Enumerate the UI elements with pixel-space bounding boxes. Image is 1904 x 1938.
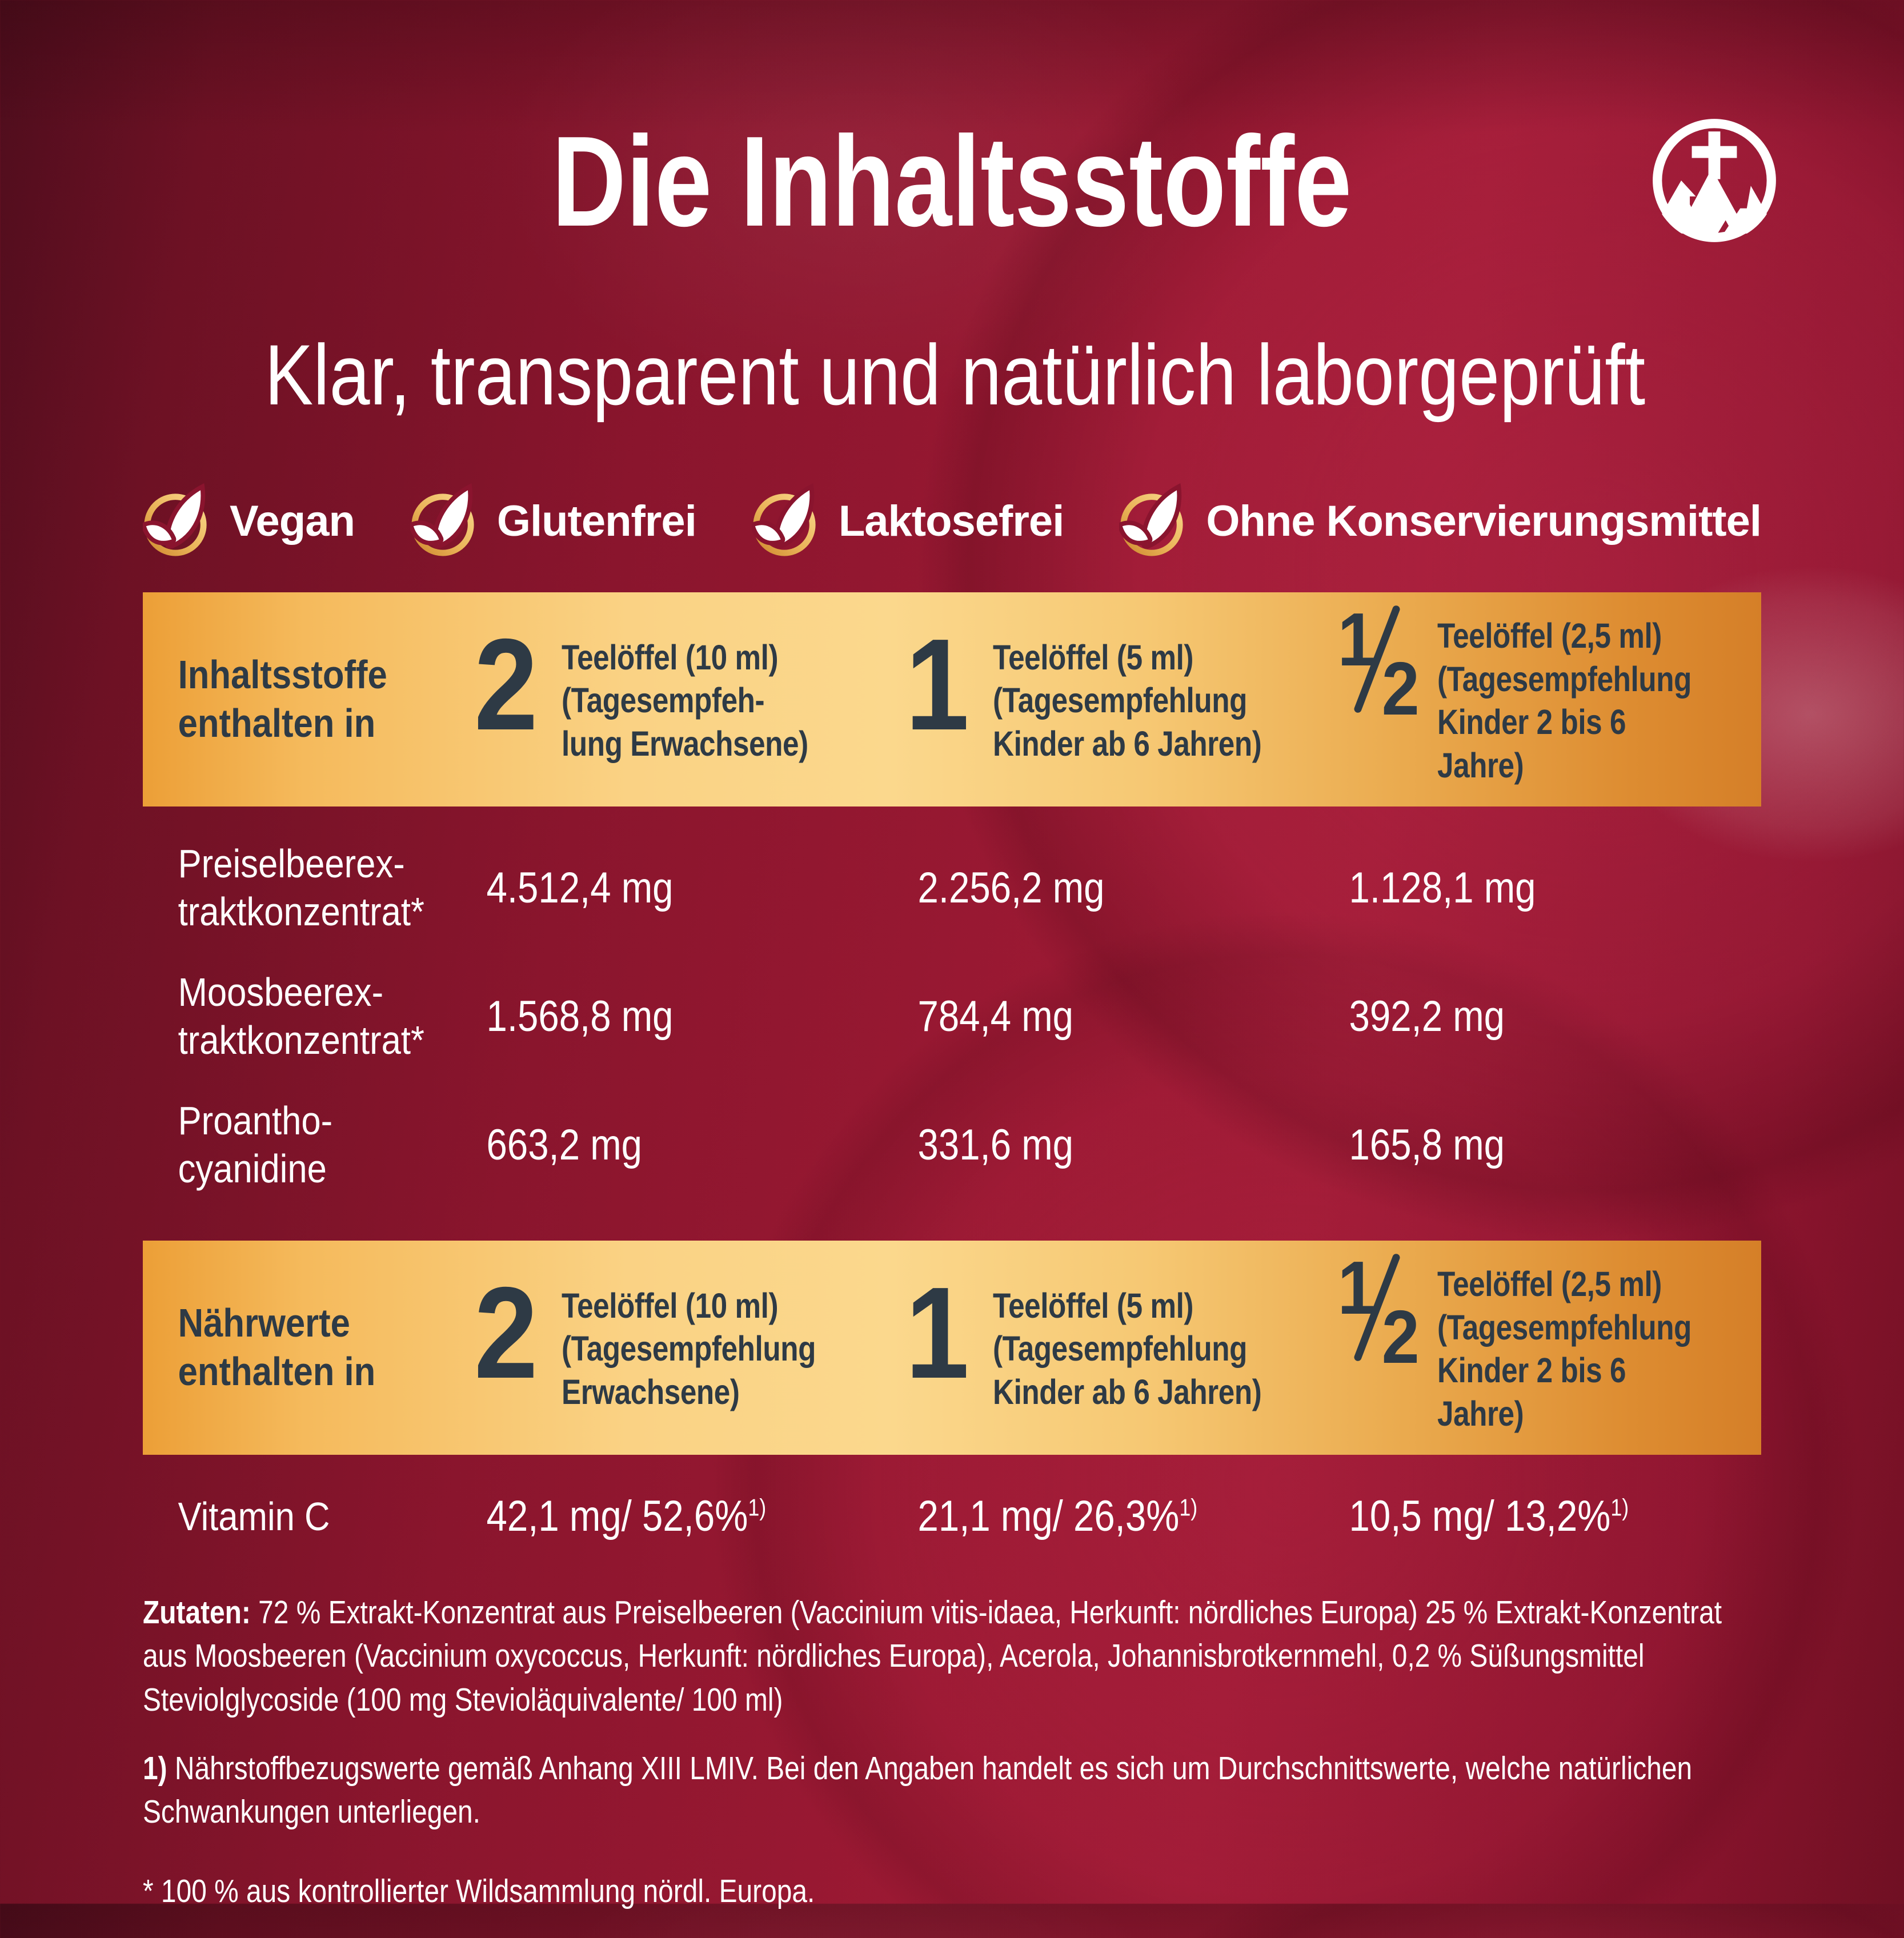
row-label: Preiselbeerex- traktkonzentrat* — [178, 841, 425, 934]
footnote-ref: 1) — [1610, 1494, 1629, 1521]
row-value: 1.568,8 mg — [486, 992, 674, 1041]
leaf-ring-icon — [751, 483, 816, 556]
feature-badges: Vegan Glutenfrei Laktosefrei — [143, 483, 1762, 559]
leaf-ring-icon — [1119, 483, 1183, 556]
page-subtitle: Klar, transparent und natürlich laborgep… — [143, 332, 1761, 418]
spoon-desc: Teelöffel (2,5 ml) (Tagesempfehlung Kind… — [1437, 1265, 1691, 1433]
footnote-1-text: Nährstoffbezugswerte gemäß Anhang XIII L… — [143, 1750, 1693, 1831]
row-value: 4.512,4 mg — [486, 863, 674, 912]
row-value: 21,1 mg/ 26,3%1) — [905, 1491, 1276, 1541]
footnote-1-label: 1) — [143, 1750, 167, 1787]
zutaten-label: Zutaten: — [143, 1594, 251, 1631]
badge-glutenfrei: Glutenfrei — [410, 483, 697, 559]
ingredients-header-col-kids6: 1 Teelöffel (5 ml) (Tagesempfehlung Kind… — [905, 612, 1337, 766]
table-row-preiselbeerextrakt: Preiselbeerex- traktkonzentrat* 4.512,4 … — [143, 824, 1761, 952]
table-row-moosbeerextrakt: Moosbeerex- traktkonzentrat* 1.568,8 mg … — [143, 952, 1761, 1081]
value-text: 21,1 mg/ 26,3% — [917, 1492, 1180, 1541]
spoon-count: 1 — [905, 1260, 969, 1406]
one-half-fraction: 1 2 — [1337, 602, 1422, 727]
zutaten-text: 72 % Extrakt-Konzentrat aus Preiselbeere… — [143, 1594, 1722, 1718]
spoon-count: 1 — [905, 612, 969, 757]
footnote-ref: 1) — [1179, 1494, 1198, 1521]
spoon-count: 2 — [474, 612, 538, 757]
leaf-ring-icon — [410, 483, 474, 556]
row-value: 784,4 mg — [917, 992, 1074, 1041]
fraction-denominator: 2 — [1381, 647, 1420, 731]
row-label: Moosbeerex- traktkonzentrat* — [178, 970, 425, 1063]
nutrition-header-col-adults: 2 Teelöffel (10 ml) (Tagesempfehlung Erw… — [474, 1260, 905, 1414]
fraction-denominator: 2 — [1381, 1295, 1420, 1379]
content-column: Die Inhaltsstoffe Klar, transparent und … — [143, 0, 1762, 1938]
table-row-vitamin-c: Vitamin C 42,1 mg/ 52,6%1) 21,1 mg/ 26,3… — [143, 1465, 1761, 1568]
mountain-cross-circle-icon — [1652, 119, 1777, 242]
footnote-asterisk: * 100 % aus kontrollierter Wildsammlung … — [143, 1872, 815, 1909]
badge-vegan: Vegan — [143, 483, 355, 559]
badge-label: Laktosefrei — [838, 496, 1064, 545]
nutrition-header-col-kids2-6: 1 2 Teelöffel (2,5 ml) (Tagesempfehlung … — [1337, 1250, 1761, 1436]
ingredients-header-col-adults: 2 Teelöffel (10 ml) (Tagesempfeh- lung E… — [474, 612, 905, 766]
page-subtitle-text: Klar, transparent und natürlich laborgep… — [264, 326, 1646, 423]
footnotes: Zutaten: 72 % Extrakt-Konzentrat aus Pre… — [143, 1591, 1761, 1913]
fraction-numerator: 1 — [1337, 597, 1376, 681]
row-value: 663,2 mg — [486, 1120, 643, 1169]
row-value: 1.128,1 mg — [1349, 863, 1536, 912]
row-label: Proantho- cyanidine — [178, 1098, 333, 1191]
spoon-desc: Teelöffel (5 ml) (Tagesempfehlung Kinder… — [992, 637, 1262, 764]
row-value: 10,5 mg/ 13,2%1) — [1337, 1491, 1702, 1541]
spoon-desc: Teelöffel (5 ml) (Tagesempfehlung Kinder… — [992, 1286, 1262, 1412]
badge-label: Ohne Konservierungsmittel — [1206, 496, 1762, 545]
page-title: Die Inhaltsstoffe — [143, 117, 1761, 246]
row-label: Vitamin C — [178, 1494, 330, 1539]
value-text: 10,5 mg/ 13,2% — [1349, 1492, 1611, 1541]
footnote-1: 1) Nährstoffbezugswerte gemäß Anhang XII… — [143, 1747, 1761, 1834]
fraction-numerator: 1 — [1337, 1246, 1376, 1330]
ingredients-header-col-kids2-6: 1 2 Teelöffel (2,5 ml) (Tagesempfehlung … — [1337, 602, 1761, 788]
badge-ohne-konservierungsmittel: Ohne Konservierungsmittel — [1119, 483, 1762, 559]
table-row-proanthocyanidine: Proantho- cyanidine 663,2 mg 331,6 mg 16… — [143, 1081, 1761, 1209]
leaf-ring-icon — [143, 483, 207, 556]
ingredients-rows: Preiselbeerex- traktkonzentrat* 4.512,4 … — [143, 807, 1761, 1241]
spoon-desc: Teelöffel (2,5 ml) (Tagesempfehlung Kind… — [1437, 616, 1691, 785]
spoon-count: 2 — [474, 1260, 538, 1406]
row-value: 2.256,2 mg — [917, 863, 1105, 912]
row-value: 392,2 mg — [1349, 992, 1505, 1041]
row-value: 42,1 mg/ 52,6%1) — [474, 1491, 845, 1541]
value-text: 42,1 mg/ 52,6% — [486, 1492, 748, 1541]
row-value: 165,8 mg — [1349, 1120, 1505, 1169]
page-title-text: Die Inhaltsstoffe — [552, 109, 1352, 253]
ingredients-header-band: Inhaltsstoffe enthalten in 2 Teelöffel (… — [143, 592, 1761, 807]
ingredients-header-label: Inhaltsstoffe enthalten in — [178, 652, 387, 746]
spoon-desc: Teelöffel (10 ml) (Tagesempfeh- lung Erw… — [561, 637, 808, 764]
nutrition-header-label: Nährwerte enthalten in — [178, 1300, 376, 1394]
footnote-ref: 1) — [748, 1494, 767, 1521]
row-value: 331,6 mg — [917, 1120, 1074, 1169]
nutrition-header-col-kids6: 1 Teelöffel (5 ml) (Tagesempfehlung Kind… — [905, 1260, 1337, 1414]
spoon-desc: Teelöffel (10 ml) (Tagesempfehlung Erwac… — [561, 1286, 816, 1412]
badge-laktosefrei: Laktosefrei — [751, 483, 1064, 559]
one-half-fraction: 1 2 — [1337, 1250, 1422, 1375]
nutrition-header-band: Nährwerte enthalten in 2 Teelöffel (10 m… — [143, 1240, 1761, 1455]
badge-label: Glutenfrei — [496, 496, 697, 545]
ingredients-list-paragraph: Zutaten: 72 % Extrakt-Konzentrat aus Pre… — [143, 1591, 1761, 1722]
badge-label: Vegan — [230, 496, 355, 545]
